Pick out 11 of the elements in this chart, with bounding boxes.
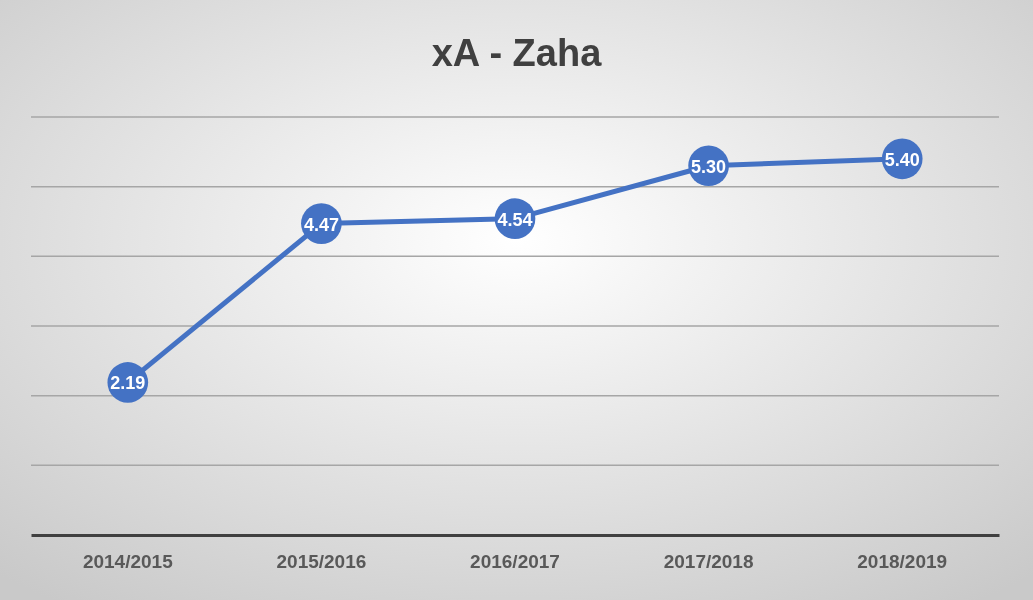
chart-title: xA - Zaha (431, 32, 603, 74)
data-label: 2.19 (110, 373, 146, 394)
data-label: 4.47 (303, 214, 339, 235)
data-label: 5.30 (691, 156, 727, 177)
data-label: 4.54 (497, 209, 533, 230)
data-label: 5.40 (884, 149, 920, 170)
x-tick-label: 2014/2015 (82, 551, 174, 573)
x-tick-label: 2017/2018 (663, 551, 754, 573)
x-tick-label: 2018/2019 (857, 551, 948, 573)
x-tick-label: 2015/2016 (276, 551, 367, 573)
x-tick-label: 2016/2017 (470, 551, 560, 573)
